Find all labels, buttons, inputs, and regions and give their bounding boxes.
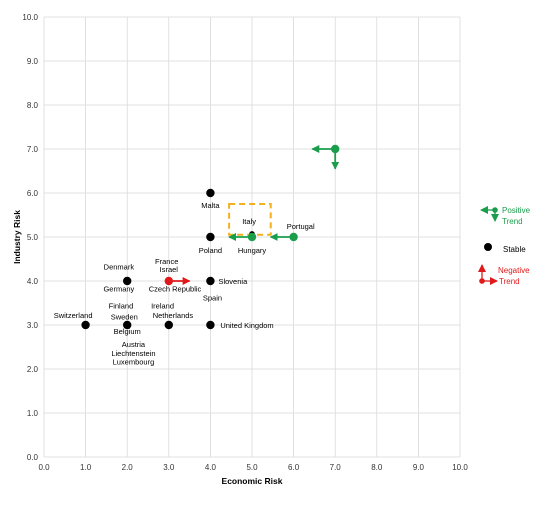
x-tick-label: 9.0 bbox=[413, 463, 425, 472]
y-tick-label: 0.0 bbox=[27, 453, 39, 462]
france-label: France bbox=[155, 257, 178, 266]
italy-label: Italy bbox=[242, 217, 256, 226]
czech-republic-label: Czech Republic bbox=[149, 285, 202, 294]
x-tick-label: 10.0 bbox=[452, 463, 468, 472]
x-tick-label: 8.0 bbox=[371, 463, 383, 472]
x-tick-label: 0.0 bbox=[38, 463, 50, 472]
y-tick-label: 5.0 bbox=[27, 233, 39, 242]
united-kingdom-point bbox=[206, 320, 215, 330]
x-tick-label: 4.0 bbox=[205, 463, 217, 472]
legend-negative-dot bbox=[479, 278, 485, 284]
y-tick-label: 6.0 bbox=[27, 189, 39, 198]
legend-positive-dot bbox=[492, 207, 498, 213]
liechtenstein-label: Liechtenstein bbox=[111, 349, 155, 358]
netherlands-label: Netherlands bbox=[153, 311, 194, 320]
x-tick-label: 7.0 bbox=[330, 463, 342, 472]
x-tick-label: 6.0 bbox=[288, 463, 300, 472]
germany-label: Germany bbox=[103, 285, 134, 294]
legend-stable-label: Stable bbox=[503, 245, 526, 254]
y-tick-label: 3.0 bbox=[27, 321, 39, 330]
poland-label: Poland bbox=[199, 246, 222, 255]
portugal-point bbox=[289, 232, 298, 242]
y-tick-label: 8.0 bbox=[27, 101, 39, 110]
denmark-point bbox=[123, 276, 132, 286]
portugal-label: Portugal bbox=[287, 222, 315, 231]
sweden-label: Sweden bbox=[111, 312, 138, 321]
austria-label: Austria bbox=[122, 340, 146, 349]
finland-point bbox=[123, 320, 132, 330]
x-tick-label: 3.0 bbox=[163, 463, 175, 472]
x-axis-title: Economic Risk bbox=[222, 476, 283, 486]
y-tick-label: 9.0 bbox=[27, 57, 39, 66]
y-tick-label: 7.0 bbox=[27, 145, 39, 154]
slovenia-point bbox=[206, 276, 215, 286]
ireland-point bbox=[164, 320, 173, 330]
poland-point bbox=[206, 232, 215, 242]
switzerland-point bbox=[81, 320, 90, 330]
legend-positive-label: Positive bbox=[502, 206, 531, 215]
finland-label: Finland bbox=[109, 302, 134, 311]
malta-label: Malta bbox=[201, 201, 220, 210]
slovenia-label: Slovenia bbox=[218, 277, 248, 286]
israel-label: Israel bbox=[160, 265, 179, 274]
y-axis-title: Industry Risk bbox=[12, 210, 22, 264]
france-point bbox=[164, 276, 173, 286]
y-tick-label: 4.0 bbox=[27, 277, 39, 286]
y-tick-label: 10.0 bbox=[22, 13, 38, 22]
x-tick-label: 1.0 bbox=[80, 463, 92, 472]
legend-stable-dot bbox=[484, 243, 492, 251]
legend-positive-label-2: Trend bbox=[502, 217, 523, 226]
switzerland-label: Switzerland bbox=[54, 311, 93, 320]
hungary-point bbox=[247, 232, 257, 242]
x-tick-label: 5.0 bbox=[246, 463, 258, 472]
hungary-label: Hungary bbox=[238, 246, 267, 255]
spain-label: Spain bbox=[203, 293, 222, 302]
x-tick-label: 2.0 bbox=[122, 463, 134, 472]
united-kingdom-label: United Kingdom bbox=[220, 321, 273, 330]
denmark-label: Denmark bbox=[104, 263, 135, 272]
belgium-label: Belgium bbox=[114, 327, 141, 336]
unlabeled-point bbox=[331, 144, 340, 154]
legend-negative-label-2: Trend bbox=[499, 277, 520, 286]
ireland-label: Ireland bbox=[151, 302, 174, 311]
legend-negative-label: Negative bbox=[498, 266, 530, 275]
y-tick-label: 1.0 bbox=[27, 409, 39, 418]
malta-point bbox=[206, 188, 215, 198]
y-tick-label: 2.0 bbox=[27, 365, 39, 374]
luxembourg-label: Luxembourg bbox=[113, 358, 155, 367]
